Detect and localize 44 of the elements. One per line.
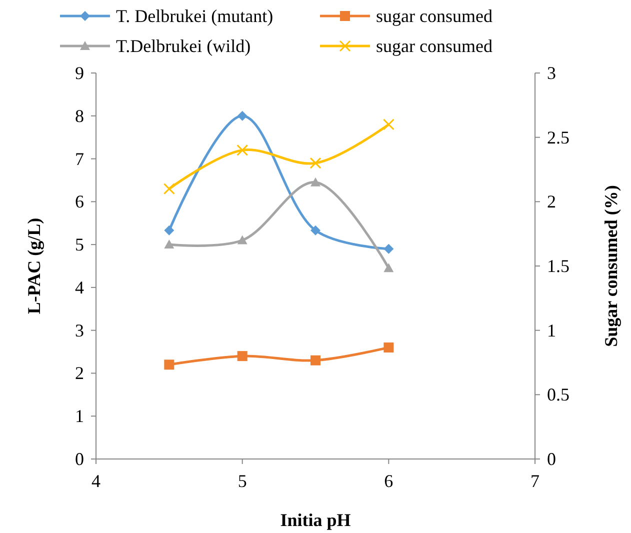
point bbox=[384, 244, 394, 254]
point bbox=[384, 342, 394, 352]
legend-label: T. Delbrukei (mutant) bbox=[116, 6, 274, 26]
y2-tick-label: 2 bbox=[547, 192, 556, 212]
point bbox=[164, 360, 174, 370]
point bbox=[310, 157, 322, 169]
y2-axis-title: Sugar consumed (%) bbox=[601, 185, 621, 347]
point bbox=[237, 235, 248, 244]
y2-tick-label: 3 bbox=[547, 63, 556, 83]
y2-tick-label: 0 bbox=[547, 449, 556, 469]
point bbox=[164, 225, 174, 236]
x-tick-label: 6 bbox=[384, 471, 394, 491]
y-tick-label: 4 bbox=[75, 277, 84, 298]
y-tick-label: 3 bbox=[75, 320, 84, 340]
x-tick-label: 5 bbox=[238, 471, 247, 491]
point bbox=[382, 118, 394, 130]
legend-label: sugar consumed bbox=[376, 36, 492, 56]
y-axis-title: L-PAC (g/L) bbox=[24, 218, 44, 314]
point bbox=[237, 110, 248, 121]
y2-tick-label: 1.5 bbox=[547, 256, 570, 276]
y-tick-label: 5 bbox=[75, 234, 84, 255]
point bbox=[310, 177, 320, 186]
y-tick-label: 7 bbox=[75, 148, 84, 169]
point bbox=[163, 183, 175, 195]
point bbox=[164, 240, 174, 249]
x-tick-label: 4 bbox=[92, 471, 100, 491]
point bbox=[237, 351, 248, 362]
point bbox=[310, 225, 320, 236]
y-tick-label: 6 bbox=[75, 192, 84, 212]
y-tick-label: 9 bbox=[75, 63, 84, 83]
point bbox=[310, 355, 320, 366]
y-tick-label: 0 bbox=[75, 449, 84, 469]
x-tick-label: 7 bbox=[530, 471, 540, 491]
legend-label: T.Delbrukei (wild) bbox=[116, 36, 251, 56]
point bbox=[236, 144, 248, 156]
x-axis-title: Initia pH bbox=[280, 510, 351, 530]
y2-tick-label: 0.5 bbox=[547, 384, 570, 405]
y-tick-label: 1 bbox=[75, 406, 84, 426]
y2-tick-label: 1 bbox=[547, 320, 556, 340]
legend-label: sugar consumed bbox=[376, 6, 492, 26]
y-tick-label: 8 bbox=[75, 106, 84, 126]
y2-tick-label: 2.5 bbox=[547, 127, 570, 148]
y-tick-label: 2 bbox=[75, 363, 84, 384]
point bbox=[384, 263, 394, 272]
